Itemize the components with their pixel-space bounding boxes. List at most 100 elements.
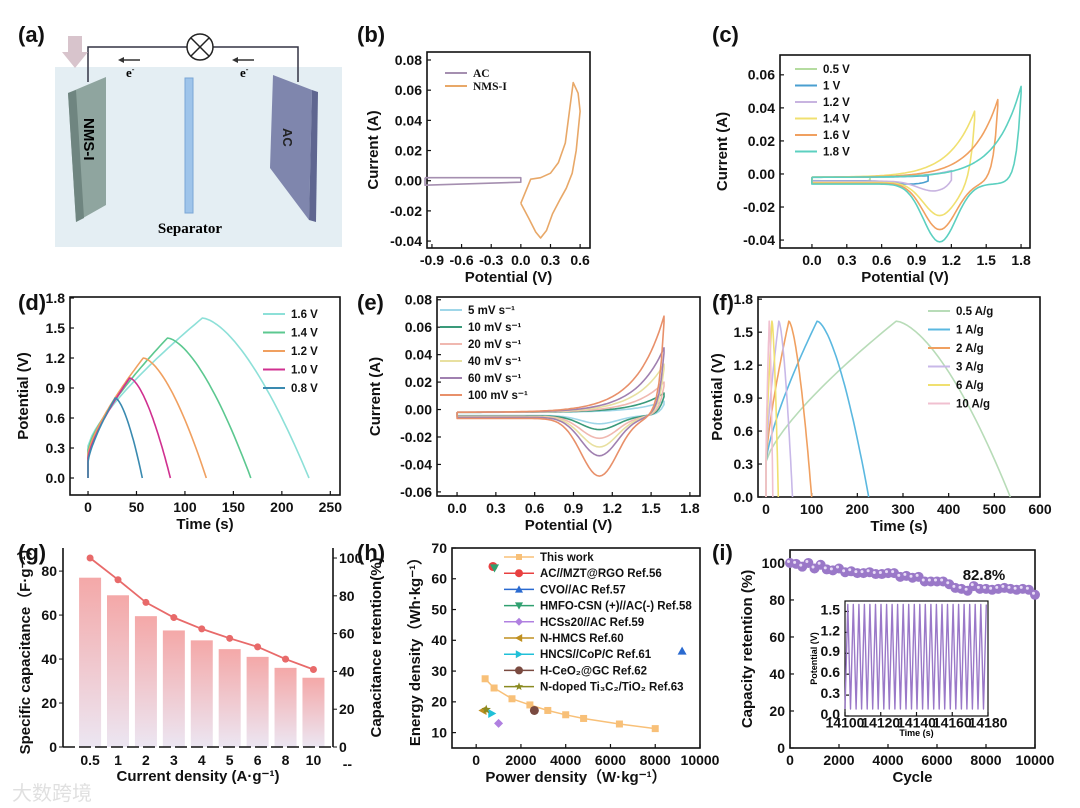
x-tick-label: 2000 — [505, 752, 536, 768]
y-tick-label: 0.3 — [734, 456, 754, 472]
panel-label: (f) — [712, 290, 734, 315]
y-tick-label: -0.02 — [400, 429, 432, 445]
y-axis-label: Current (A) — [367, 357, 384, 436]
data-point-highlight — [1019, 585, 1023, 589]
x-tick-label: 2000 — [823, 752, 854, 768]
y-tick-label: 20 — [769, 703, 785, 719]
y-tick-label: 0.02 — [748, 133, 775, 149]
y-tick-label: 0.00 — [748, 166, 775, 182]
data-point-highlight — [940, 578, 944, 582]
data-point — [514, 682, 524, 691]
legend-label: 1.6 V — [823, 130, 850, 142]
y-tick-label: 10 — [431, 725, 447, 741]
gcd-curve — [87, 317, 310, 479]
legend-label: 1.4 V — [823, 114, 850, 126]
y-tick-label: 1.2 — [46, 350, 66, 366]
y-tick-label: 0.08 — [395, 52, 422, 68]
bar — [190, 640, 213, 747]
x-tick-label: 50 — [129, 499, 145, 515]
gcd-curve — [765, 320, 870, 498]
x-tick-label: 250 — [319, 499, 343, 515]
y-tick-label: 60 — [41, 607, 57, 623]
data-point — [615, 720, 623, 728]
x-tick-label: 0.0 — [447, 500, 467, 516]
legend-label: 10 A/g — [956, 399, 990, 411]
cv-curve — [456, 315, 665, 477]
data-point — [515, 617, 523, 626]
x-tick-label: 4 — [198, 752, 206, 768]
data-point-highlight — [866, 569, 870, 573]
data-point-highlight — [921, 578, 925, 582]
x-tick-label: 0.6 — [525, 500, 545, 516]
data-point — [515, 634, 523, 642]
plot-frame — [779, 54, 1031, 249]
x-tick-label: 0.3 — [837, 252, 857, 268]
insertion-arrow-icon — [62, 36, 88, 68]
y-tick-label: 0.08 — [405, 292, 432, 308]
x-tick-label: 0 — [472, 752, 480, 768]
data-point-highlight — [946, 581, 950, 585]
data-point-highlight — [1032, 591, 1035, 595]
y-axis-label: Specific capacitance（F·g⁻¹） — [16, 541, 34, 755]
data-point-highlight — [934, 578, 937, 582]
data-point — [86, 554, 94, 562]
x-tick-label: 0.9 — [907, 252, 927, 268]
x-tick-label: 0 — [786, 752, 794, 768]
electron-arrow-icon — [232, 57, 254, 63]
y-tick-label: 0.06 — [748, 67, 775, 83]
data-point-highlight — [860, 570, 864, 574]
panel-label: (d) — [18, 290, 46, 315]
ac-electrode — [270, 75, 312, 220]
inset-x-label: Time (s) — [899, 728, 933, 738]
bar — [107, 595, 130, 747]
y-axis-label: Current (A) — [714, 112, 731, 191]
legend-label: This work — [540, 552, 594, 564]
legend-label: 1.2 V — [823, 97, 850, 109]
y-tick-label: 1.8 — [46, 290, 66, 306]
x-tick-label: 0 — [84, 499, 92, 515]
y-tick-label: -0.02 — [390, 203, 422, 219]
x-tick-label: -- — [343, 756, 353, 772]
legend-label: 0.5 V — [823, 64, 850, 76]
plot-frame — [436, 296, 701, 497]
legend-label: 1 V — [823, 81, 841, 93]
x-axis-label: Potential (V) — [465, 269, 553, 286]
data-point-highlight — [983, 585, 986, 589]
x-tick-label: 100 — [800, 501, 824, 517]
legend-label: 3 A/g — [956, 362, 984, 374]
cv-curve — [811, 110, 976, 217]
x-tick-label: 3 — [170, 752, 178, 768]
x-tick-label: 0.9 — [564, 500, 584, 516]
x-tick-label: 1.5 — [976, 252, 996, 268]
bar — [162, 630, 185, 747]
chart-panel-c: 0.0 0.3 0.6 0.9 1.2 1.5 1.8 -0.04 -0.02 0.00 0.02 0… — [712, 22, 1031, 286]
y-tick-label: 40 — [41, 651, 57, 667]
data-point — [580, 714, 588, 722]
x-axis-label: Time (s) — [870, 518, 927, 535]
x-tick-label: 4000 — [872, 752, 903, 768]
gcd-curve — [765, 320, 813, 498]
data-point — [529, 705, 539, 715]
data-point-highlight — [878, 571, 882, 575]
x-tick-label: 0.5 — [80, 752, 100, 768]
x-tick-label: 2 — [142, 752, 150, 768]
x-tick-label: 6000 — [921, 752, 952, 768]
electron-arrow-icon — [118, 57, 140, 63]
chart-panel-f: 0 100 200 300 400 500 600 0.0 0.3 0.6 0.9 1.2 1.5 1.8… — [709, 290, 1052, 535]
data-point-highlight — [885, 570, 888, 574]
chart-panel-i: 0 2000 4000 6000 8000 10000 0 20 40 60 80 100 (i) Cyc… — [712, 540, 1055, 786]
legend-label: AC//MZT@RGO Ref.56 — [540, 568, 662, 580]
data-point-highlight — [829, 567, 833, 571]
data-point-highlight — [995, 585, 999, 589]
bar — [302, 677, 325, 747]
separator-membrane — [184, 77, 194, 214]
y2-tick-label: 100 — [339, 550, 363, 566]
data-point — [544, 706, 552, 714]
data-point-highlight — [854, 570, 858, 574]
data-point-highlight — [793, 560, 797, 564]
data-point-highlight — [976, 585, 980, 589]
x-tick-label: 0.0 — [511, 252, 531, 268]
data-point — [481, 704, 491, 714]
y-tick-label: 0.06 — [405, 319, 432, 335]
